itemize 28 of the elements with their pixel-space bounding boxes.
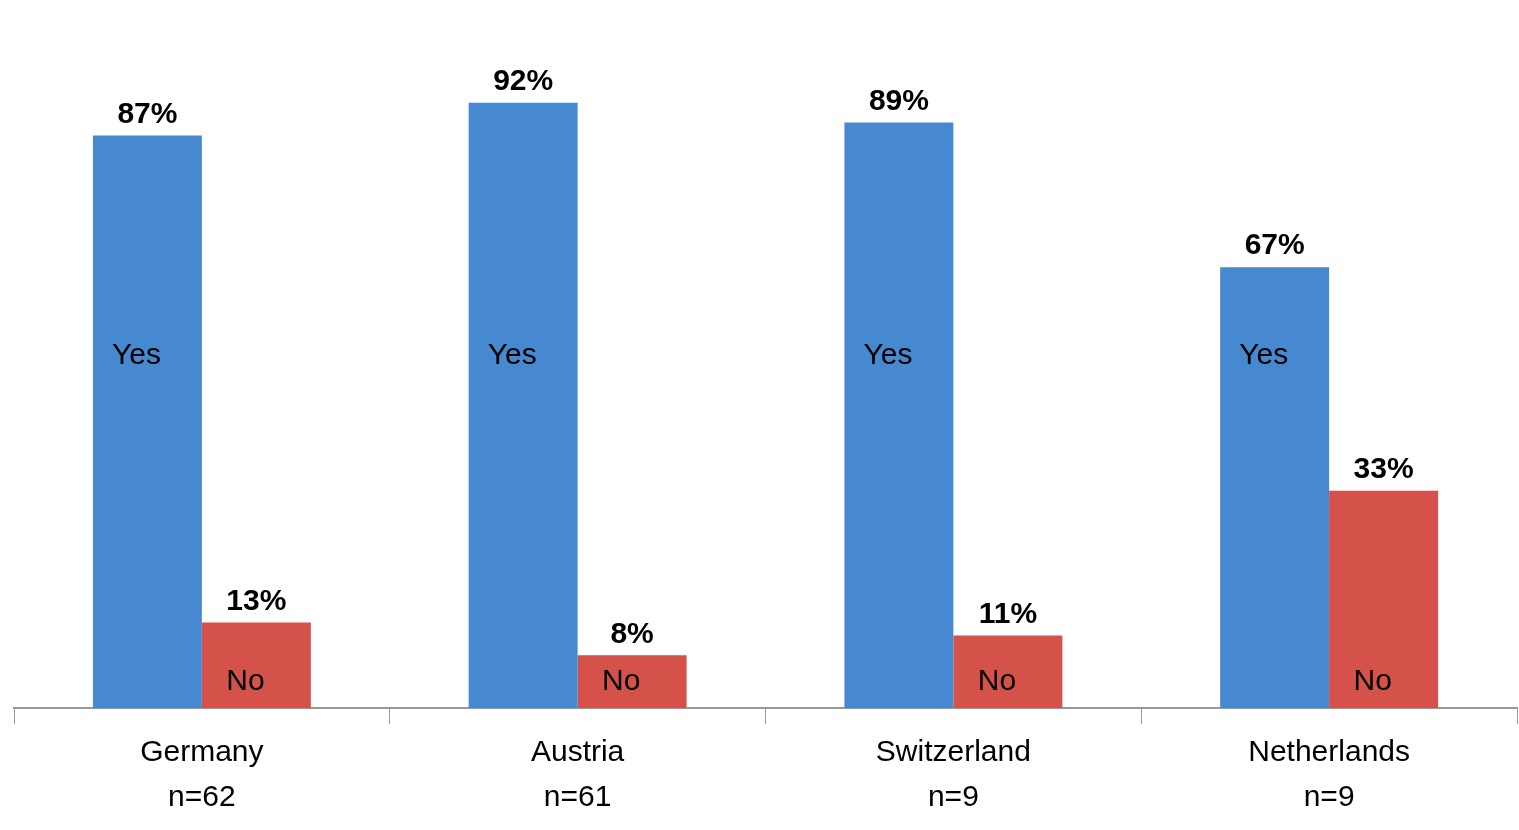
data-label: 33% bbox=[1353, 451, 1414, 485]
bar bbox=[1329, 490, 1439, 708]
bar bbox=[1220, 267, 1330, 708]
data-label: 87% bbox=[117, 95, 178, 129]
series-label: Yes bbox=[1239, 336, 1289, 370]
x-tick-label: Germany n=62 bbox=[140, 733, 264, 812]
x-tick-label: Switzerland n=9 bbox=[875, 733, 1031, 812]
x-tick-label: Austria n=61 bbox=[530, 733, 625, 812]
data-label: 11% bbox=[978, 595, 1038, 629]
text: No bbox=[977, 662, 1017, 696]
text: No bbox=[226, 662, 265, 696]
x-tick-label: Netherlands n=9 bbox=[1248, 733, 1411, 812]
data-label: 92% bbox=[493, 62, 554, 96]
bar bbox=[953, 635, 1063, 708]
text: Yes bbox=[112, 336, 161, 370]
data-label: 8% bbox=[610, 615, 654, 649]
text: Yes bbox=[863, 336, 913, 370]
bar bbox=[92, 135, 202, 708]
data-label: 13% bbox=[226, 582, 287, 616]
series-label: No bbox=[602, 662, 641, 696]
text: No bbox=[1353, 662, 1392, 696]
data-label: 89% bbox=[868, 82, 929, 116]
data-label: 67% bbox=[1244, 227, 1305, 261]
bar bbox=[577, 655, 687, 708]
bar bbox=[468, 102, 578, 708]
bar bbox=[201, 622, 311, 708]
text: Yes bbox=[487, 336, 537, 370]
bar bbox=[844, 122, 954, 708]
